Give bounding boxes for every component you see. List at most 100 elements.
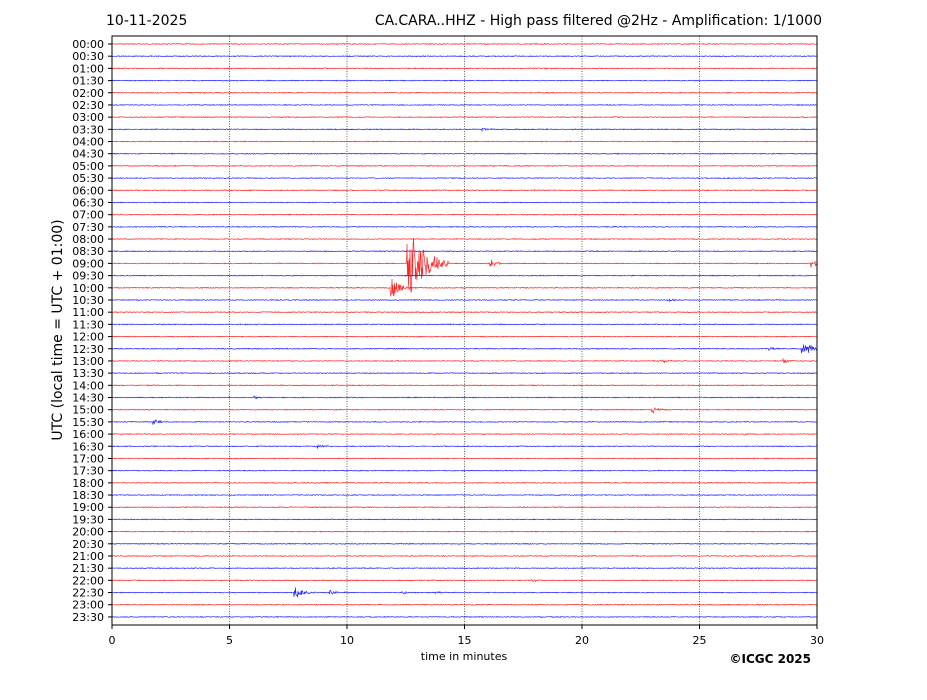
chart-title: CA.CARA..HHZ - High pass filtered @2Hz -… (375, 13, 822, 29)
trace-1730 (111, 469, 818, 472)
trace-0630 (112, 201, 818, 204)
trace-2200 (111, 578, 818, 583)
x-axis-ticks: 0 5 10 15 20 25 30 (109, 625, 824, 647)
trace-0300 (111, 116, 818, 119)
trace-0130 (111, 79, 818, 82)
y-tick-label: 09:00 (72, 257, 104, 270)
y-tick-label: 08:00 (72, 233, 104, 246)
y-tick-label: 19:00 (72, 501, 104, 514)
trace-1430 (111, 395, 818, 400)
trace-2030 (111, 542, 818, 545)
x-tick-label: 15 (458, 634, 472, 647)
y-tick-label: 06:00 (72, 184, 104, 197)
y-tick-label: 10:00 (72, 282, 104, 295)
trace-1100 (111, 311, 818, 314)
trace-0500 (111, 164, 818, 167)
y-tick-label: 19:30 (72, 513, 104, 526)
y-axis-ticks: 00:0000:3001:0001:3002:0002:3003:0003:30… (72, 38, 112, 624)
y-tick-label: 16:00 (72, 428, 104, 441)
y-tick-label: 16:30 (72, 440, 104, 453)
trace-0800 (112, 238, 818, 241)
trace-2130 (111, 567, 818, 570)
trace-0730 (112, 225, 818, 228)
y-tick-label: 02:30 (72, 99, 104, 112)
trace-0830 (111, 250, 818, 253)
y-tick-label: 18:00 (72, 477, 104, 490)
trace-2330 (111, 615, 818, 618)
y-tick-label: 21:30 (72, 562, 104, 575)
x-tick-label: 0 (109, 634, 116, 647)
trace-1600 (111, 433, 818, 436)
grid-lines (229, 36, 700, 625)
trace-2230 (111, 587, 817, 598)
y-tick-label: 15:00 (72, 404, 104, 417)
trace-0030 (111, 55, 817, 58)
x-tick-label: 30 (810, 634, 824, 647)
trace-0530 (111, 177, 818, 180)
trace-0700 (111, 213, 818, 216)
y-tick-label: 13:00 (72, 355, 104, 368)
y-tick-label: 11:30 (72, 318, 104, 331)
y-tick-label: 17:30 (72, 465, 104, 478)
trace-1000 (111, 278, 818, 297)
y-tick-label: 05:30 (72, 172, 104, 185)
y-tick-label: 04:00 (72, 136, 104, 149)
y-tick-label: 12:30 (72, 343, 104, 356)
trace-1700 (111, 457, 818, 460)
x-axis-label: time in minutes (421, 650, 508, 663)
y-tick-label: 20:00 (72, 526, 104, 539)
trace-0430 (111, 152, 818, 155)
trace-0600 (111, 189, 817, 192)
y-tick-label: 03:30 (72, 123, 104, 136)
trace-1800 (111, 481, 818, 484)
y-tick-label: 12:00 (72, 331, 104, 344)
trace-1500 (111, 406, 818, 414)
x-tick-label: 20 (575, 634, 589, 647)
y-tick-label: 03:00 (72, 111, 104, 124)
y-tick-label: 14:30 (72, 392, 104, 405)
y-tick-label: 07:30 (72, 221, 104, 234)
y-tick-label: 17:00 (72, 452, 104, 465)
y-tick-label: 01:00 (72, 62, 104, 75)
trace-0930 (112, 274, 818, 277)
y-tick-label: 13:30 (72, 367, 104, 380)
y-tick-label: 08:30 (72, 245, 104, 258)
y-tick-label: 23:00 (72, 599, 104, 612)
trace-2100 (111, 554, 818, 558)
y-tick-label: 00:00 (72, 38, 104, 51)
y-tick-label: 23:30 (72, 611, 104, 624)
y-tick-label: 09:30 (72, 270, 104, 283)
y-tick-label: 04:30 (72, 148, 104, 161)
trace-1930 (111, 518, 818, 521)
trace-1830 (111, 493, 818, 497)
trace-1530 (111, 419, 818, 425)
trace-2000 (112, 530, 818, 533)
trace-0330 (111, 127, 818, 133)
trace-2300 (111, 603, 818, 606)
y-tick-label: 01:30 (72, 75, 104, 88)
y-tick-label: 06:30 (72, 196, 104, 209)
y-tick-label: 10:30 (72, 294, 104, 307)
trace-1130 (112, 323, 818, 326)
y-tick-label: 21:00 (72, 550, 104, 563)
trace-0000 (112, 42, 818, 46)
y-tick-label: 11:00 (72, 306, 104, 319)
x-tick-label: 10 (340, 634, 354, 647)
trace-1030 (111, 298, 818, 303)
x-tick-label: 25 (693, 634, 707, 647)
date-label: 10-11-2025 (106, 13, 187, 29)
x-tick-label: 5 (226, 634, 233, 647)
trace-1630 (111, 444, 818, 449)
y-tick-label: 22:00 (72, 574, 104, 587)
trace-0200 (111, 91, 818, 94)
trace-0900 (111, 237, 818, 293)
traces (111, 42, 818, 618)
trace-1330 (112, 372, 818, 375)
y-tick-label: 20:30 (72, 538, 104, 551)
y-tick-label: 18:30 (72, 489, 104, 502)
trace-1400 (111, 384, 818, 387)
trace-1900 (111, 506, 818, 509)
y-tick-label: 05:00 (72, 160, 104, 173)
trace-0400 (112, 140, 818, 143)
